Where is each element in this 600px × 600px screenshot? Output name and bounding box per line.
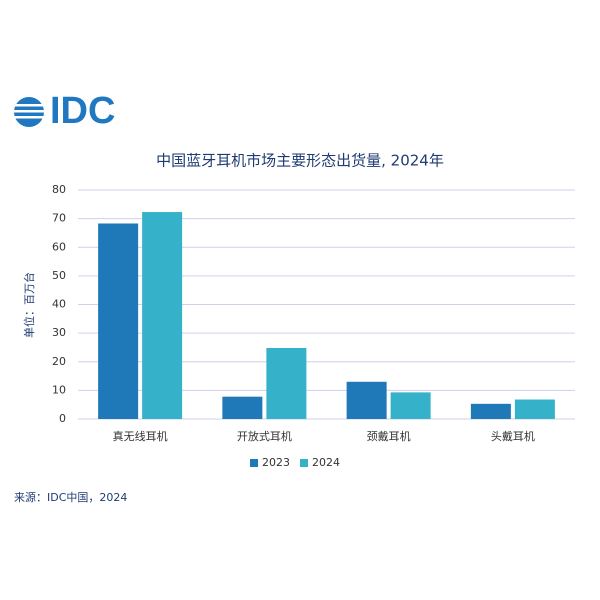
bar bbox=[98, 223, 139, 419]
y-tick-label: 60 bbox=[52, 240, 66, 253]
y-tick-label: 20 bbox=[52, 355, 66, 368]
logo-text: IDC bbox=[50, 90, 115, 132]
x-tick-label: 真无线耳机 bbox=[113, 429, 168, 443]
x-tick-label: 开放式耳机 bbox=[237, 429, 292, 443]
x-tick-label: 头戴耳机 bbox=[491, 429, 535, 443]
y-tick-label: 30 bbox=[52, 326, 66, 339]
legend-label: 2023 bbox=[262, 456, 290, 469]
legend-swatch bbox=[250, 459, 258, 467]
chart-title: 中国蓝牙耳机市场主要形态出货量, 2024年 bbox=[156, 152, 444, 170]
legend-swatch bbox=[300, 459, 308, 467]
y-axis-label: 单位：百万台 bbox=[22, 272, 36, 338]
bar bbox=[470, 403, 511, 419]
source-note: 来源：IDC中国，2024 bbox=[14, 490, 127, 504]
y-tick-label: 10 bbox=[52, 383, 66, 396]
y-tick-label: 40 bbox=[52, 298, 66, 311]
logo-mark bbox=[12, 97, 46, 127]
bar bbox=[514, 399, 555, 419]
bar bbox=[390, 392, 431, 419]
legend-label: 2024 bbox=[312, 456, 340, 469]
bar bbox=[142, 212, 183, 419]
y-tick-label: 0 bbox=[59, 412, 66, 425]
x-tick-label: 颈戴耳机 bbox=[367, 429, 411, 443]
bar bbox=[266, 348, 307, 419]
y-tick-label: 80 bbox=[52, 183, 66, 196]
y-tick-label: 70 bbox=[52, 212, 66, 225]
y-tick-label: 50 bbox=[52, 269, 66, 282]
bar bbox=[346, 381, 387, 419]
bar bbox=[222, 396, 263, 419]
